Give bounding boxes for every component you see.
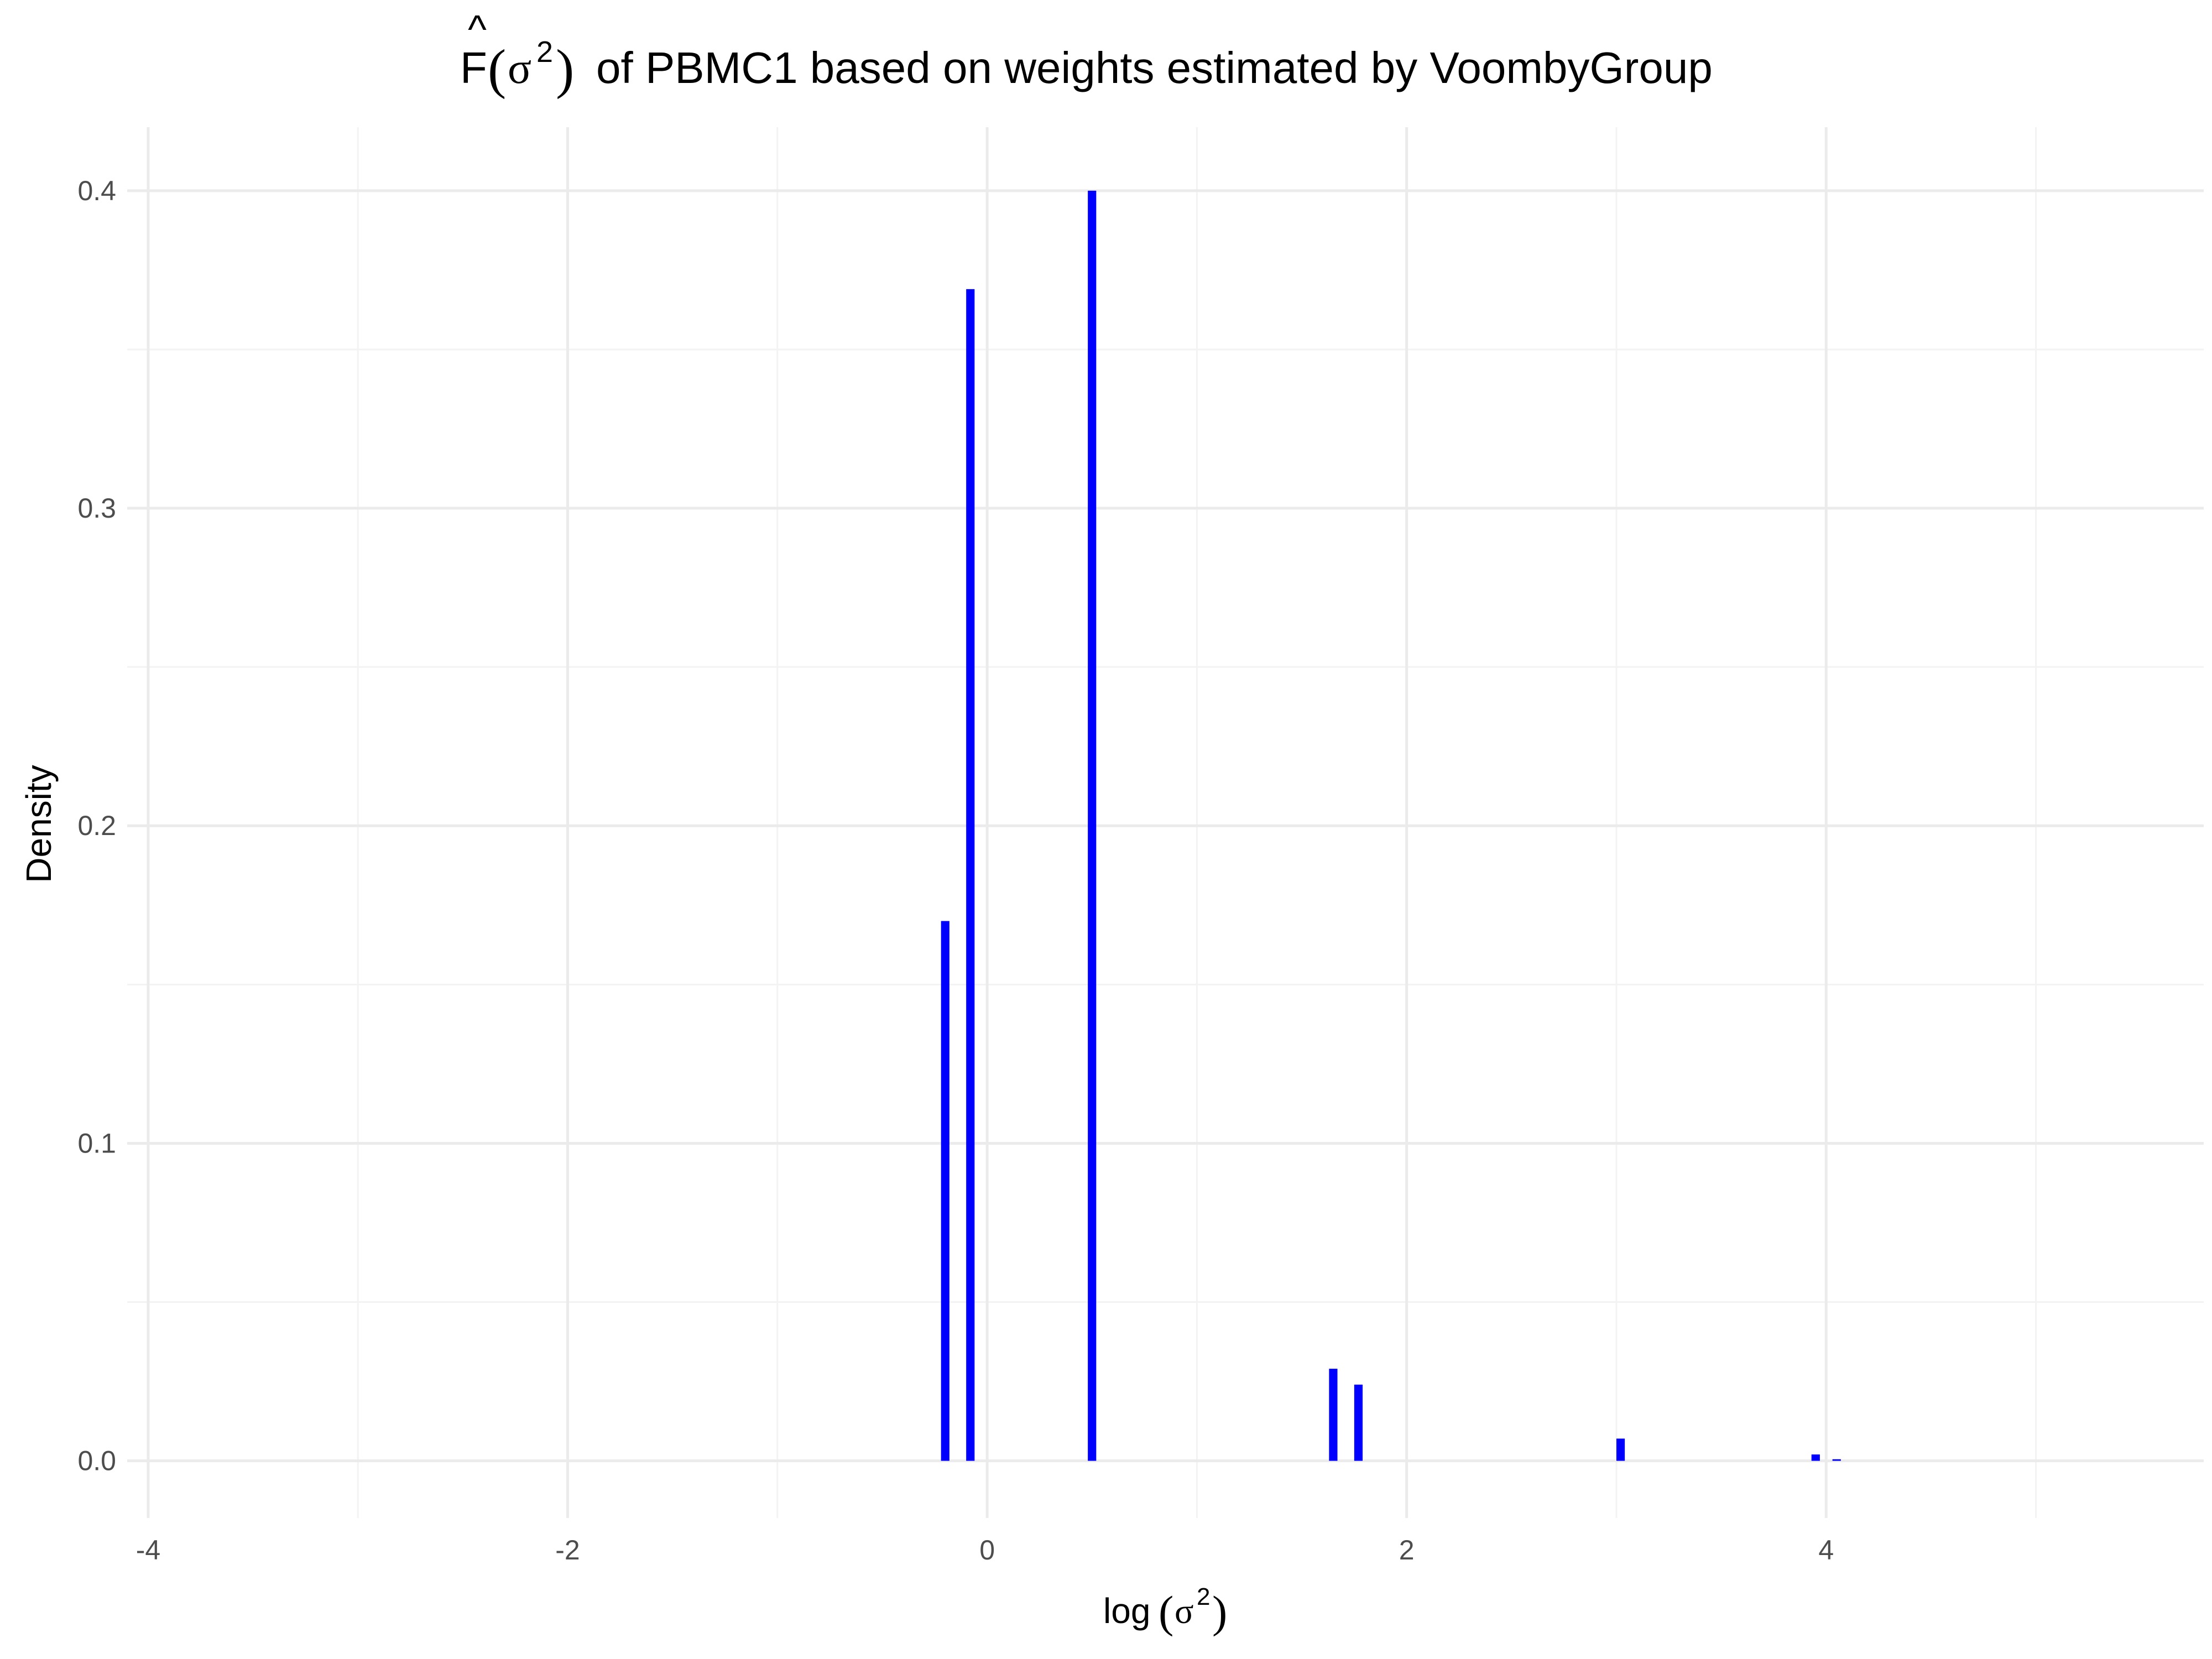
x-axis-title-close-paren: ) bbox=[1212, 1587, 1227, 1637]
y-tick-label: 0.0 bbox=[77, 1446, 116, 1477]
x-tick-label: -4 bbox=[136, 1535, 160, 1566]
x-axis-title-superscript: 2 bbox=[1197, 1583, 1210, 1610]
minor-gridlines bbox=[127, 127, 2204, 1518]
y-tick-label: 0.1 bbox=[77, 1128, 116, 1159]
chart-title: ^ F ( σ 2 ) of PBMC1 based on weights es… bbox=[460, 8, 1713, 100]
density-bar bbox=[1811, 1454, 1820, 1461]
density-bar bbox=[1329, 1369, 1338, 1461]
x-axis-title-open-paren: ( bbox=[1159, 1587, 1173, 1637]
x-tick-label: -2 bbox=[555, 1535, 580, 1566]
title-hat: ^ bbox=[468, 8, 487, 52]
title-text: of PBMC1 based on weights estimated by V… bbox=[596, 43, 1713, 92]
x-tick-label: 2 bbox=[1399, 1535, 1415, 1566]
density-bar bbox=[1616, 1438, 1625, 1461]
y-tick-label: 0.3 bbox=[77, 493, 116, 524]
bars bbox=[941, 190, 1841, 1461]
density-bar bbox=[941, 921, 950, 1461]
y-tick-labels: 0.0 0.1 0.2 0.3 0.4 bbox=[77, 175, 116, 1477]
density-bar bbox=[1832, 1459, 1841, 1461]
title-open-paren: ( bbox=[488, 38, 506, 100]
x-tick-label: 0 bbox=[979, 1535, 995, 1566]
title-superscript: 2 bbox=[536, 35, 553, 69]
x-axis-title-prefix: log bbox=[1103, 1591, 1150, 1631]
density-bar bbox=[966, 289, 975, 1461]
title-close-paren: ) bbox=[556, 38, 574, 100]
x-axis-title: log ( σ 2 ) bbox=[1103, 1583, 1227, 1637]
x-axis-title-sigma: σ bbox=[1175, 1592, 1194, 1631]
density-bar bbox=[1088, 190, 1097, 1461]
y-tick-label: 0.4 bbox=[77, 175, 116, 206]
title-function-letter: F bbox=[460, 43, 487, 92]
y-tick-label: 0.2 bbox=[77, 810, 116, 841]
density-bar bbox=[1354, 1384, 1363, 1461]
major-gridlines bbox=[127, 127, 2204, 1518]
title-sigma: σ bbox=[508, 44, 531, 93]
y-axis-title: Density bbox=[19, 765, 59, 883]
x-tick-labels: -4 -2 0 2 4 bbox=[136, 1535, 1834, 1566]
x-tick-label: 4 bbox=[1818, 1535, 1834, 1566]
